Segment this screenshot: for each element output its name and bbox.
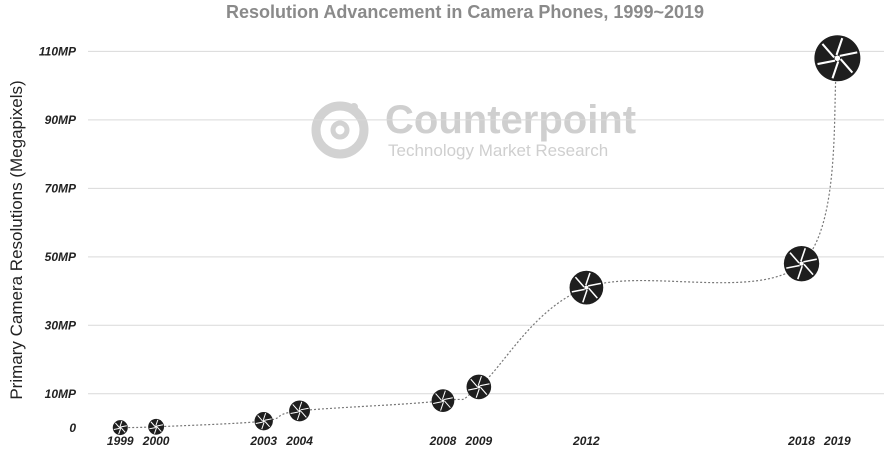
data-point-2019 (814, 35, 861, 82)
chart-title: Resolution Advancement in Camera Phones,… (226, 2, 704, 22)
data-point-2003 (254, 411, 273, 431)
counterpoint-logo-icon (311, 101, 369, 159)
y-axis-label: Primary Camera Resolutions (Megapixels) (7, 80, 26, 399)
data-point-2004 (289, 400, 310, 422)
y-tick-label-4: 70MP (45, 181, 77, 195)
y-tick-label-0: 0 (69, 421, 76, 435)
watermark-subtitle: Technology Market Research (388, 141, 608, 160)
camera-aperture-icon (817, 37, 858, 79)
x-tick-label-2019: 2019 (823, 434, 851, 448)
camera-aperture-icon (113, 420, 127, 435)
x-tick-label-2004: 2004 (285, 434, 313, 448)
y-tick-label-1: 10MP (45, 387, 77, 401)
camera-aperture-icon (290, 401, 309, 421)
x-tick-label-2012: 2012 (572, 434, 600, 448)
camera-aperture-icon (149, 419, 164, 434)
camera-aperture-icon (786, 247, 817, 280)
y-tick-label-3: 50MP (45, 250, 77, 264)
camera-aperture-icon (468, 375, 490, 398)
x-tick-label-2008: 2008 (429, 434, 457, 448)
data-points (112, 35, 861, 436)
camera-aperture-icon (433, 390, 453, 411)
data-point-2000 (148, 418, 165, 435)
x-axis-ticks: 1999 2000 2003 2004 2008 2009 2012 2018 2019 (107, 434, 851, 448)
grid-lines (88, 50, 884, 395)
data-point-2008 (431, 389, 455, 412)
data-point-2012 (569, 270, 604, 305)
data-point-2018 (783, 245, 820, 282)
data-point-1999 (112, 420, 128, 436)
camera-aperture-icon (255, 412, 272, 430)
y-tick-label-5: 90MP (45, 113, 77, 127)
y-axis-ticks: 0 10MP 30MP 50MP 70MP 90MP 110MP (39, 44, 77, 435)
x-tick-label-2003: 2003 (249, 434, 277, 448)
x-tick-label-1999: 1999 (107, 434, 134, 448)
camera-aperture-icon (571, 272, 602, 303)
watermark: Counterpoint Technology Market Research (311, 98, 636, 160)
data-point-2009 (466, 374, 492, 400)
trend-line (120, 58, 838, 429)
x-tick-label-2018: 2018 (787, 434, 815, 448)
y-tick-label-6: 110MP (39, 44, 77, 58)
x-tick-label-2000: 2000 (142, 434, 170, 448)
x-tick-label-2009: 2009 (464, 434, 492, 448)
y-tick-label-2: 30MP (45, 318, 77, 332)
